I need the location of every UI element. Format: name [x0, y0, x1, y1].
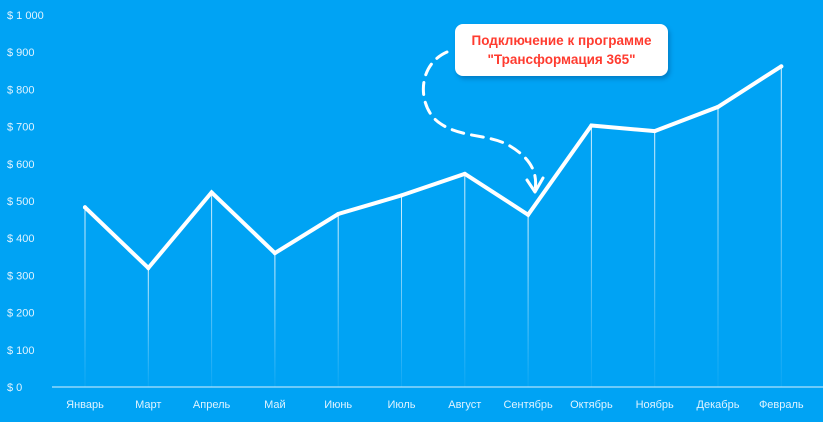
drop-line	[590, 125, 592, 387]
drop-line	[780, 66, 782, 387]
annotation-line-2: "Трансформация 365"	[487, 52, 636, 67]
y-tick-label: $ 400	[7, 233, 35, 245]
x-axis: Январь Март Апрель Май Июнь Июль Август Сентябр…	[66, 399, 804, 411]
data-point	[209, 190, 214, 195]
data-point	[716, 104, 720, 109]
series-line	[83, 64, 784, 271]
x-tick-label: Сентябрь	[503, 399, 553, 411]
data-point	[779, 64, 784, 69]
x-tick-label: Апрель	[193, 399, 231, 411]
annotation-arrow	[421, 50, 538, 192]
x-tick-label: Май	[264, 399, 286, 411]
x-tick-label: Декабрь	[697, 399, 740, 411]
x-tick-label: Август	[448, 399, 481, 411]
x-tick-label: Март	[135, 399, 161, 411]
y-axis: $ 0 $ 100 $ 200 $ 300 $ 400 $ 500 $ 600 $ 700 $ …	[7, 10, 44, 394]
x-tick-label: Июль	[387, 399, 415, 411]
data-point	[589, 123, 594, 128]
data-point	[462, 171, 467, 176]
data-point	[83, 205, 87, 210]
drop-line	[654, 131, 656, 387]
y-tick-label: $ 700	[7, 122, 35, 134]
drop-line	[274, 253, 276, 387]
drop-line	[211, 192, 213, 387]
drop-lines	[84, 66, 782, 387]
y-tick-label: $ 200	[7, 308, 35, 320]
drop-line	[464, 173, 466, 387]
y-tick-label: $ 100	[7, 345, 35, 357]
drop-line	[84, 207, 86, 387]
drop-line	[401, 195, 402, 387]
drop-line	[527, 214, 529, 387]
x-tick-label: Январь	[66, 399, 104, 411]
data-point	[336, 212, 341, 217]
annotation-arrowhead	[525, 176, 545, 194]
drop-line	[337, 214, 339, 387]
y-tick-label: $ 1 000	[7, 10, 44, 22]
y-tick-label: $ 800	[7, 84, 35, 96]
y-tick-label: $ 900	[7, 47, 35, 59]
y-tick-label: $ 0	[7, 382, 22, 394]
data-point	[146, 265, 151, 270]
y-tick-label: $ 600	[7, 159, 35, 171]
annotation-line-1: Подключение к программе	[471, 33, 652, 48]
y-tick-label: $ 300	[7, 270, 35, 282]
data-point	[652, 129, 657, 134]
drop-line	[717, 106, 719, 387]
data-point	[272, 251, 277, 256]
data-point	[526, 212, 531, 217]
drop-line	[147, 267, 149, 387]
data-point	[399, 193, 404, 198]
annotation-box: Подключение к программе "Трансформация 3…	[455, 24, 668, 76]
x-tick-label: Февраль	[759, 399, 804, 411]
y-tick-label: $ 500	[7, 196, 35, 208]
x-tick-label: Июнь	[324, 399, 352, 411]
x-tick-label: Ноябрь	[636, 399, 674, 411]
x-tick-label: Октябрь	[570, 399, 613, 411]
